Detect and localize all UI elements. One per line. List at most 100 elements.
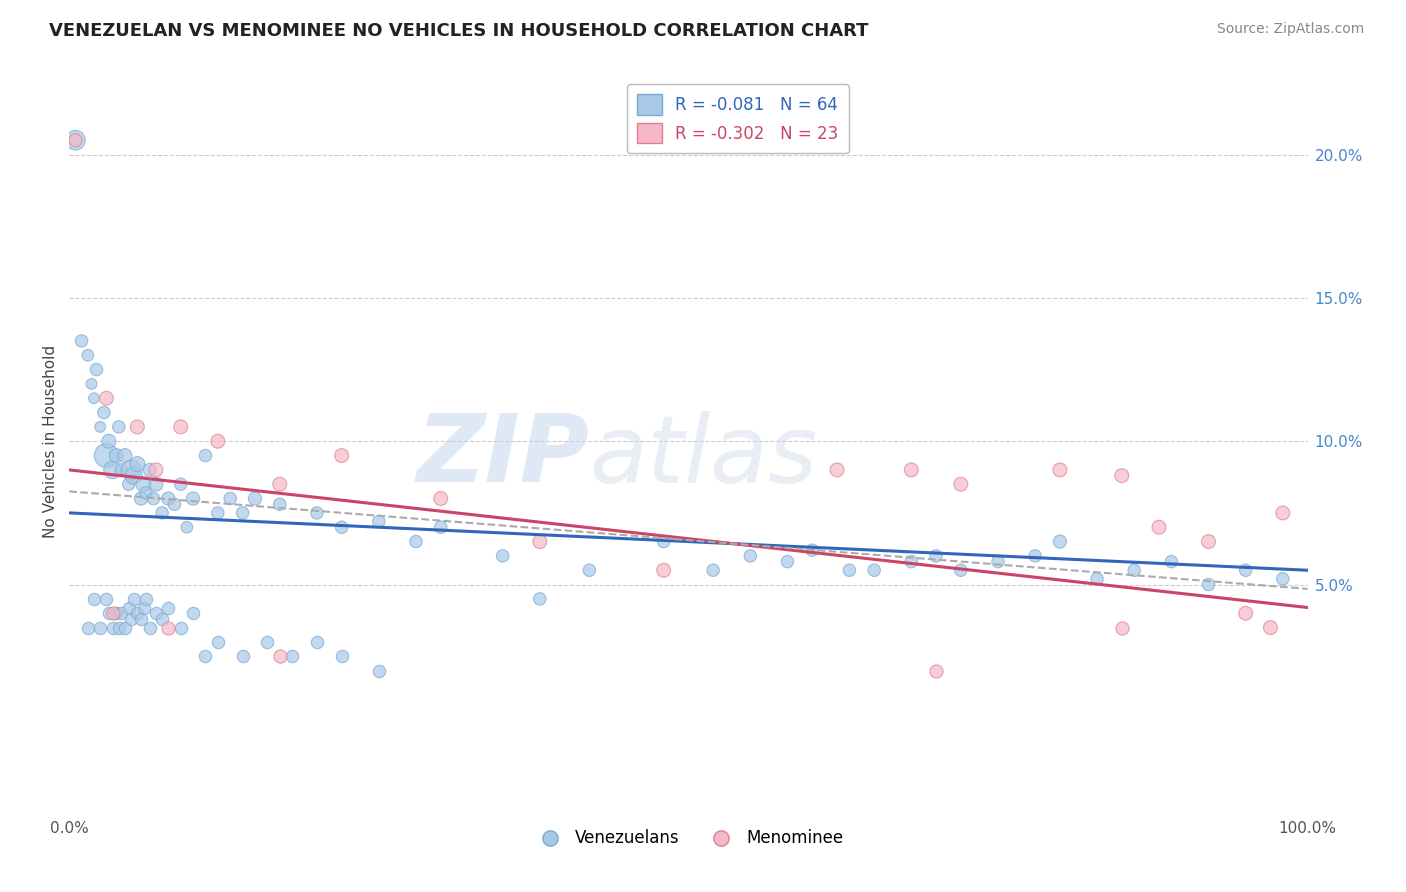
Point	[97, 606, 120, 620]
Point	[825, 463, 848, 477]
Point	[281, 649, 304, 664]
Point	[80, 376, 103, 391]
Point	[801, 543, 824, 558]
Point	[1234, 606, 1257, 620]
Point	[740, 549, 762, 563]
Point	[1111, 468, 1133, 483]
Point	[1049, 534, 1071, 549]
Point	[86, 362, 108, 376]
Point	[114, 449, 136, 463]
Point	[76, 348, 98, 362]
Point	[127, 606, 149, 620]
Point	[118, 600, 141, 615]
Point	[194, 649, 217, 664]
Point	[367, 664, 389, 678]
Point	[219, 491, 242, 506]
Point	[145, 463, 167, 477]
Point	[129, 612, 152, 626]
Point	[101, 463, 124, 477]
Point	[492, 549, 515, 563]
Point	[122, 591, 145, 606]
Point	[1123, 563, 1146, 577]
Point	[1260, 621, 1282, 635]
Point	[145, 606, 167, 620]
Point	[243, 491, 266, 506]
Point	[107, 621, 129, 635]
Point	[101, 621, 124, 635]
Point	[207, 635, 229, 649]
Point	[101, 606, 124, 620]
Point	[305, 635, 328, 649]
Point	[838, 563, 860, 577]
Point	[367, 515, 389, 529]
Point	[269, 477, 291, 491]
Point	[97, 434, 120, 449]
Point	[129, 491, 152, 506]
Point	[900, 463, 922, 477]
Point	[170, 477, 193, 491]
Point	[925, 664, 948, 678]
Point	[232, 649, 254, 664]
Point	[702, 563, 724, 577]
Point	[652, 563, 675, 577]
Legend: Venezuelans, Menominee: Venezuelans, Menominee	[527, 822, 851, 854]
Point	[127, 420, 149, 434]
Point	[110, 463, 132, 477]
Point	[1085, 572, 1108, 586]
Point	[110, 606, 132, 620]
Point	[76, 621, 98, 635]
Point	[194, 449, 217, 463]
Point	[65, 133, 87, 147]
Point	[232, 506, 254, 520]
Point	[170, 420, 193, 434]
Point	[96, 391, 118, 405]
Point	[256, 635, 278, 649]
Point	[135, 591, 157, 606]
Point	[181, 606, 204, 620]
Point	[429, 491, 451, 506]
Point	[269, 497, 291, 511]
Point	[181, 491, 204, 506]
Point	[529, 534, 551, 549]
Point	[107, 420, 129, 434]
Point	[1024, 549, 1046, 563]
Point	[150, 612, 173, 626]
Point	[157, 600, 180, 615]
Point	[863, 563, 886, 577]
Point	[949, 477, 972, 491]
Point	[529, 591, 551, 606]
Point	[157, 621, 180, 635]
Point	[114, 621, 136, 635]
Point	[207, 506, 229, 520]
Point	[89, 420, 111, 434]
Point	[900, 555, 922, 569]
Point	[578, 563, 600, 577]
Point	[120, 612, 142, 626]
Point	[96, 591, 118, 606]
Point	[135, 485, 157, 500]
Point	[105, 606, 128, 620]
Point	[1147, 520, 1170, 534]
Point	[93, 406, 115, 420]
Point	[96, 449, 118, 463]
Point	[1160, 555, 1182, 569]
Point	[142, 491, 165, 506]
Point	[1271, 506, 1294, 520]
Text: ZIP: ZIP	[416, 410, 589, 502]
Point	[330, 649, 353, 664]
Point	[65, 133, 87, 147]
Text: VENEZUELAN VS MENOMINEE NO VEHICLES IN HOUSEHOLD CORRELATION CHART: VENEZUELAN VS MENOMINEE NO VEHICLES IN H…	[49, 22, 869, 40]
Point	[70, 334, 93, 348]
Point	[987, 555, 1010, 569]
Point	[89, 621, 111, 635]
Point	[138, 621, 160, 635]
Point	[145, 477, 167, 491]
Point	[305, 506, 328, 520]
Y-axis label: No Vehicles in Household: No Vehicles in Household	[44, 344, 58, 538]
Point	[1111, 621, 1133, 635]
Point	[405, 534, 427, 549]
Point	[176, 520, 198, 534]
Point	[105, 449, 128, 463]
Point	[1234, 563, 1257, 577]
Point	[127, 457, 149, 471]
